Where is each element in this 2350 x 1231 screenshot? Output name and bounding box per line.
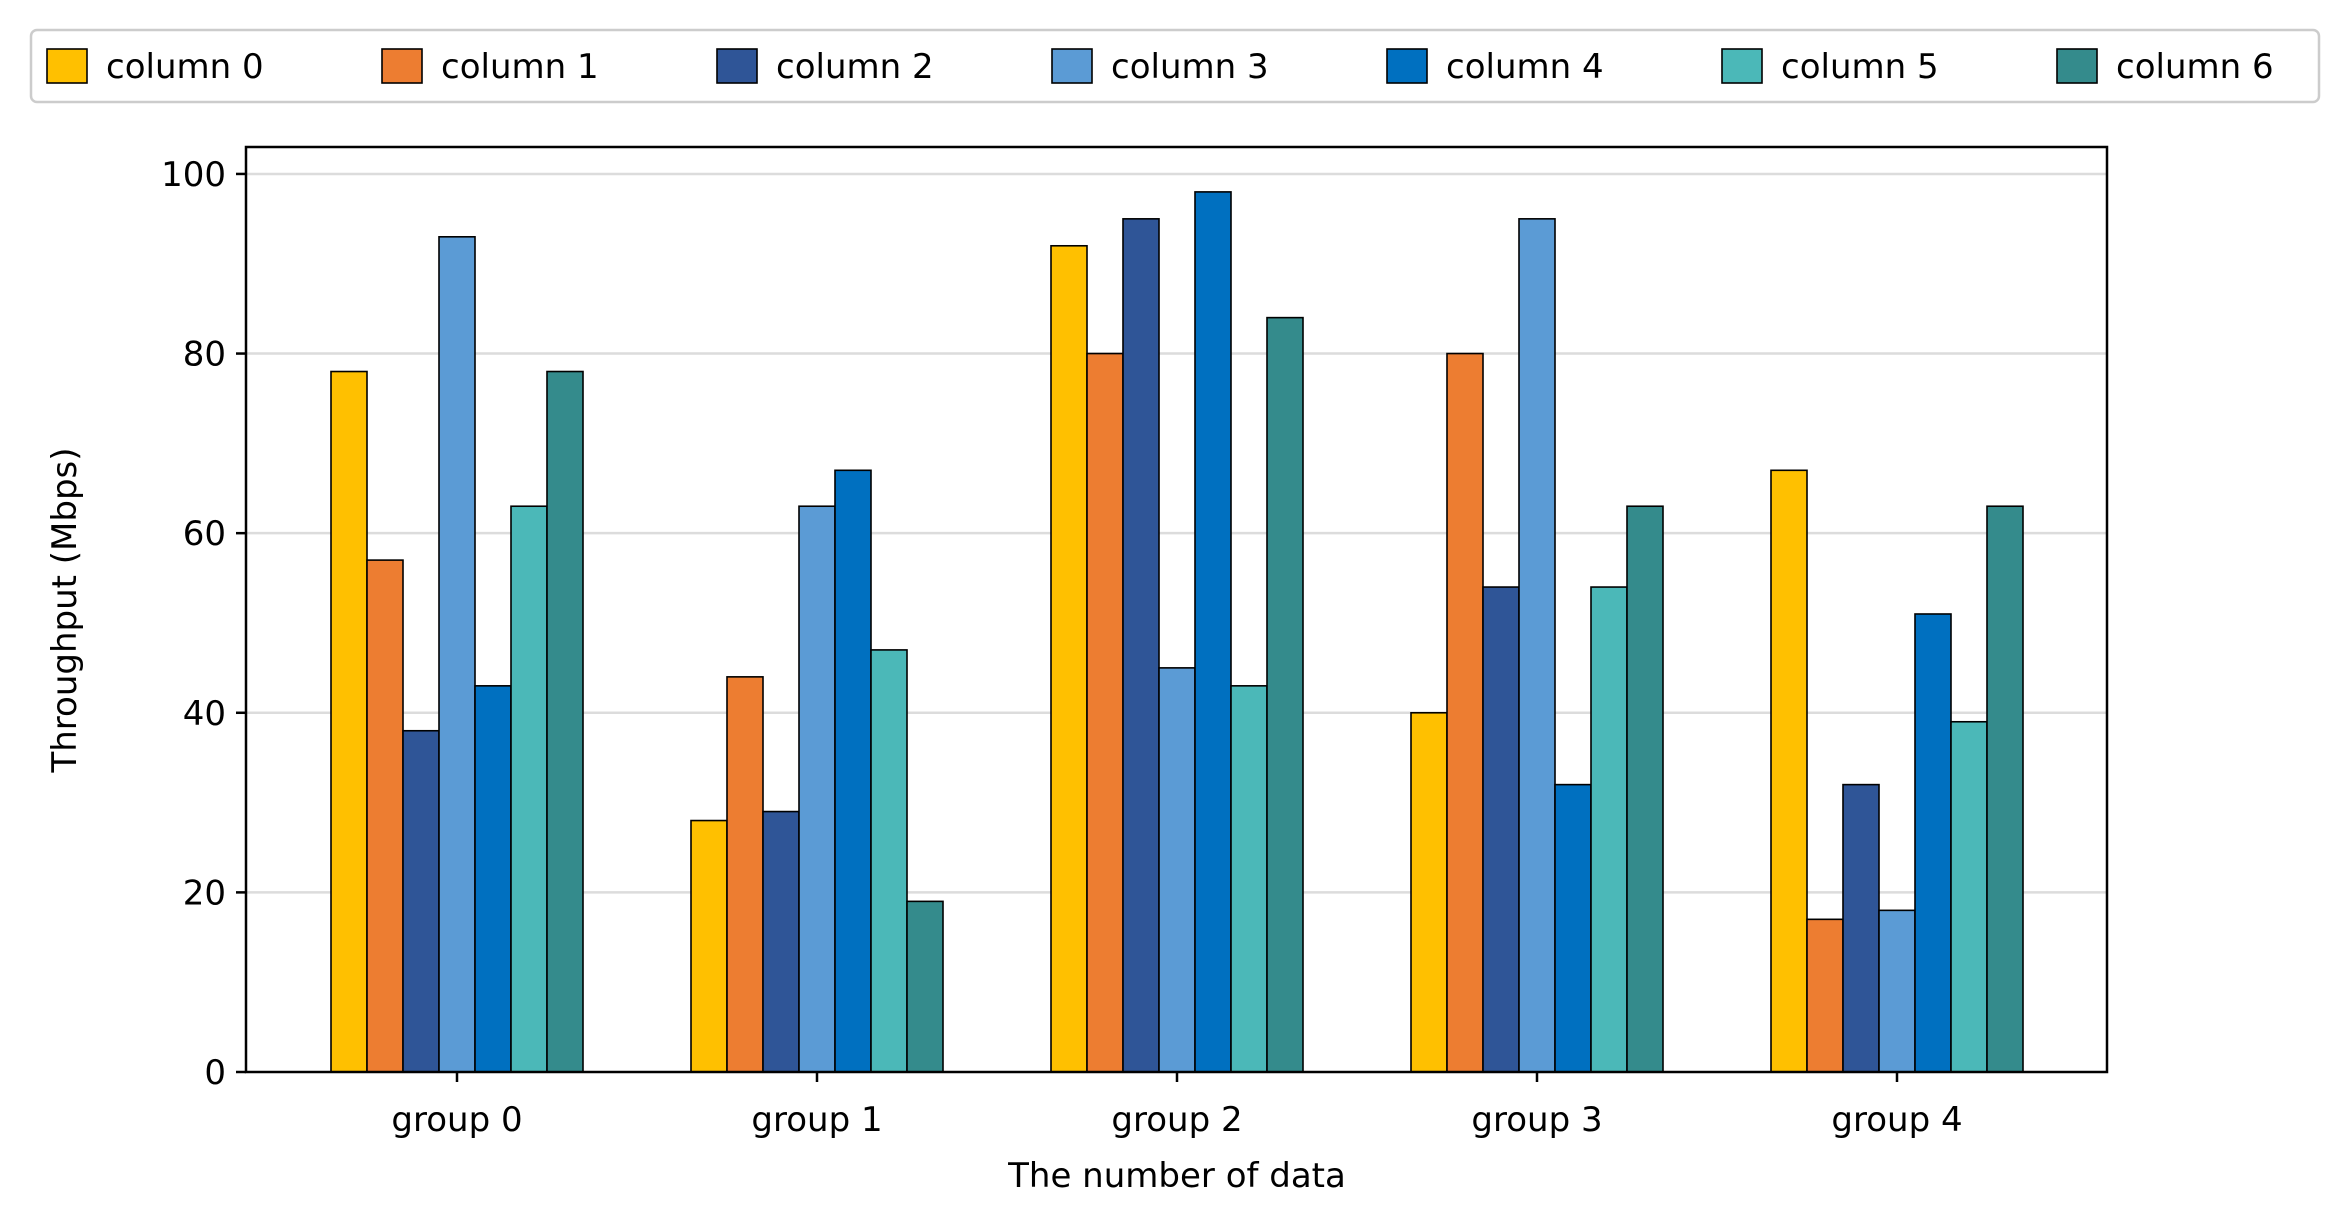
y-tick-label: 80 bbox=[183, 335, 226, 375]
bar bbox=[366, 559, 404, 1073]
bar bbox=[762, 810, 800, 1073]
legend-swatch bbox=[46, 48, 88, 84]
bar bbox=[1842, 783, 1880, 1073]
bar bbox=[1878, 909, 1916, 1073]
bar bbox=[330, 370, 368, 1073]
bar bbox=[726, 676, 764, 1073]
x-tick-label: group 3 bbox=[1471, 1100, 1602, 1140]
bar bbox=[1230, 685, 1268, 1073]
y-tick-label: 100 bbox=[161, 155, 226, 195]
x-tick-label: group 0 bbox=[391, 1100, 522, 1140]
bar bbox=[1266, 316, 1304, 1073]
legend: column 0 column 1 column 2 column 3 column 4… bbox=[29, 28, 2321, 104]
bar bbox=[510, 505, 548, 1073]
bar bbox=[1194, 191, 1232, 1073]
legend-swatch bbox=[1721, 48, 1763, 84]
x-tick-label: group 4 bbox=[1831, 1100, 1962, 1140]
bar bbox=[1950, 720, 1988, 1073]
bar bbox=[1554, 783, 1592, 1073]
bar bbox=[1410, 711, 1448, 1073]
x-tick-label: group 1 bbox=[751, 1100, 882, 1140]
bar bbox=[1158, 667, 1196, 1073]
y-axis-label: Throughput (Mbps) bbox=[45, 447, 85, 773]
legend-box bbox=[29, 28, 2321, 104]
bar bbox=[1590, 586, 1628, 1073]
legend-label: column 0 bbox=[106, 47, 264, 87]
legend-label: column 4 bbox=[1446, 47, 1604, 87]
legend-label: column 5 bbox=[1781, 47, 1939, 87]
legend-swatch bbox=[1051, 48, 1093, 84]
bar bbox=[1770, 469, 1808, 1073]
x-axis-label: The number of data bbox=[1007, 1156, 1346, 1196]
bar bbox=[474, 685, 512, 1073]
bar bbox=[1626, 505, 1664, 1073]
bar bbox=[1446, 352, 1484, 1073]
bar bbox=[1050, 244, 1088, 1073]
bar bbox=[1482, 586, 1520, 1073]
bar bbox=[1806, 918, 1844, 1073]
bar bbox=[546, 370, 584, 1073]
bar bbox=[402, 729, 440, 1073]
bars bbox=[330, 191, 2024, 1073]
bar bbox=[870, 649, 908, 1073]
legend-swatch bbox=[381, 48, 423, 84]
legend-swatch bbox=[716, 48, 758, 84]
y-tick-label: 40 bbox=[183, 694, 226, 734]
legend-label: column 6 bbox=[2116, 47, 2274, 87]
bar bbox=[690, 819, 728, 1073]
y-tick-label: 0 bbox=[204, 1053, 226, 1093]
bar bbox=[834, 469, 872, 1073]
bar bbox=[1914, 613, 1952, 1073]
bar bbox=[1122, 218, 1160, 1073]
axes: 0 20 40 60 80 100 group 0 group 1 group 2 group 3… bbox=[161, 145, 2109, 1140]
legend-swatch bbox=[2056, 48, 2098, 84]
y-tick-label: 20 bbox=[183, 873, 226, 913]
legend-label: column 3 bbox=[1111, 47, 1269, 87]
x-tick-label: group 2 bbox=[1111, 1100, 1242, 1140]
bar bbox=[906, 900, 944, 1073]
bar bbox=[798, 505, 836, 1073]
bar bbox=[1986, 505, 2024, 1073]
bar bbox=[1086, 352, 1124, 1073]
bar bbox=[1518, 218, 1556, 1073]
y-tick-label: 60 bbox=[183, 514, 226, 554]
legend-label: column 1 bbox=[441, 47, 599, 87]
legend-label: column 2 bbox=[776, 47, 934, 87]
bar bbox=[438, 236, 476, 1073]
legend-swatch bbox=[1386, 48, 1428, 84]
